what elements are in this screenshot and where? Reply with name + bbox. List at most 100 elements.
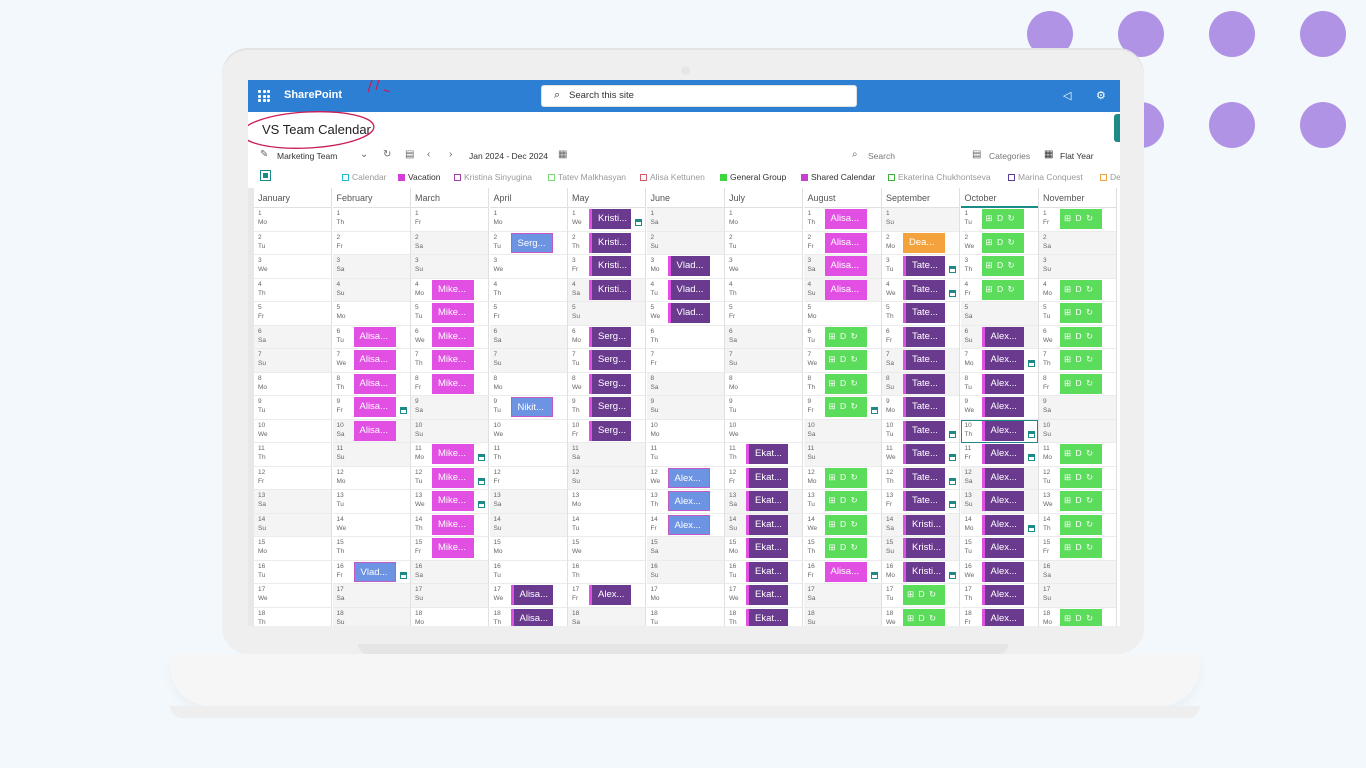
day-cell[interactable]: 7 We ⊞ D ↻ [803, 349, 881, 373]
day-cell[interactable]: 2 Tu [254, 232, 331, 255]
day-cell[interactable]: 15 Fr Mike... [411, 537, 488, 561]
recurring-event-chip[interactable]: ⊞ D ↻ [1060, 209, 1102, 229]
legend-item[interactable]: Tatev Malkhasyan [548, 172, 626, 182]
event-chip[interactable]: Ekat... [746, 538, 788, 558]
day-cell[interactable]: 9 Tu Nikit... [489, 396, 567, 420]
event-chip[interactable]: Mike... [432, 279, 474, 300]
event-chip[interactable]: Alex... [981, 397, 1024, 417]
day-cell[interactable]: 6 Sa [254, 325, 331, 349]
event-chip[interactable]: Vlad... [353, 561, 396, 582]
event-chip[interactable]: Alex... [981, 373, 1024, 394]
day-cell[interactable]: 10 Su [1039, 419, 1116, 443]
day-cell[interactable]: 3 Mo Vlad... [646, 255, 724, 279]
day-cell[interactable]: 17 Tu ⊞ D ↻ [882, 584, 959, 608]
day-cell[interactable]: 17 Sa [332, 584, 410, 608]
day-cell[interactable]: 13 Tu ⊞ D ↻ [803, 490, 881, 514]
event-chip[interactable]: Ekat... [746, 561, 788, 582]
recurring-event-chip[interactable]: ⊞ D ↻ [1060, 373, 1102, 394]
event-chip[interactable]: Alex... [981, 350, 1024, 370]
day-cell[interactable]: 6 Fr Tate... [882, 326, 959, 349]
event-chip[interactable]: Kristi... [589, 209, 631, 229]
refresh-icon[interactable]: ↻ [383, 149, 392, 160]
event-chip[interactable]: Serg... [589, 420, 631, 441]
day-cell[interactable]: 5 Tu ⊞ D ↻ [1039, 302, 1116, 326]
day-cell[interactable]: 18 Mo [411, 608, 488, 627]
day-cell[interactable]: 15 Tu Alex... [960, 537, 1038, 561]
day-cell[interactable]: 2 Fr Alisa... [803, 232, 881, 255]
day-cell[interactable]: 16 Sa [1039, 560, 1116, 584]
categories-filter[interactable]: Categories [989, 151, 1031, 161]
event-chip[interactable]: Alex... [981, 420, 1024, 441]
day-cell[interactable]: 9 We Alex... [960, 396, 1038, 420]
app-name[interactable]: SharePoint [284, 89, 343, 101]
day-cell[interactable]: 11 Mo ⊞ D ↻ [1039, 443, 1116, 467]
day-cell[interactable]: 3 Fr Kristi... [568, 255, 645, 279]
day-cell[interactable]: 3 Su [1039, 255, 1116, 279]
day-cell[interactable]: 11 Fr Alex... [960, 443, 1038, 467]
chevron-right-icon[interactable]: › [449, 149, 453, 160]
day-cell[interactable]: 12 Mo ⊞ D ↻ [803, 467, 881, 490]
recurring-event-chip[interactable]: ⊞ D ↻ [1060, 491, 1102, 511]
event-chip[interactable]: Vlad... [667, 279, 710, 300]
day-cell[interactable]: 16 Sa [411, 560, 488, 584]
event-chip[interactable]: Serg... [589, 397, 631, 417]
recurring-event-chip[interactable]: ⊞ D ↻ [824, 514, 867, 535]
event-chip[interactable]: Ekat... [746, 514, 788, 535]
month-header[interactable]: June [646, 188, 724, 208]
day-cell[interactable]: 15 Mo [254, 537, 331, 561]
event-chip[interactable]: Alex... [589, 585, 631, 605]
day-cell[interactable]: 18 Su [332, 607, 410, 626]
day-cell[interactable]: 6 Mo Serg... [568, 326, 645, 349]
day-cell[interactable]: 12 Fr Ekat... [725, 467, 802, 490]
day-cell[interactable]: 6 Th [646, 326, 724, 349]
day-cell[interactable]: 3 We [725, 255, 802, 279]
event-chip[interactable]: Dea... [903, 232, 945, 253]
day-cell[interactable]: 4 Fr ⊞ D ↻ [960, 279, 1038, 302]
day-cell[interactable]: 1 Fr ⊞ D ↻ [1039, 208, 1116, 232]
legend-item[interactable]: Calendar [342, 172, 387, 182]
day-cell[interactable]: 5 Sa [960, 302, 1038, 326]
day-cell[interactable]: 11 Th Ekat... [725, 443, 802, 467]
calendar-icon[interactable]: ▦ [558, 149, 568, 160]
day-cell[interactable]: 5 Su [568, 302, 645, 326]
event-chip[interactable]: Alisa... [824, 279, 867, 300]
day-cell[interactable]: 13 Su Alex... [960, 490, 1038, 514]
day-cell[interactable]: 6 Tu ⊞ D ↻ [803, 326, 881, 349]
legend-item[interactable]: Kristina Sinyugina [454, 172, 532, 182]
day-cell[interactable]: 7 Sa Tate... [882, 349, 959, 373]
day-cell[interactable]: 2 Fr [332, 232, 410, 255]
event-chip[interactable]: Tate... [903, 444, 945, 464]
event-chip[interactable]: Alex... [981, 585, 1024, 605]
day-cell[interactable]: 13 Tu [332, 490, 410, 514]
event-chip[interactable]: Mike... [432, 373, 474, 394]
event-chip[interactable]: Tate... [903, 467, 945, 488]
day-cell[interactable]: 11 Tu [646, 443, 724, 467]
day-cell[interactable]: 10 Sa Alisa... [332, 419, 410, 443]
day-cell[interactable]: 8 Sa [646, 372, 724, 396]
day-cell[interactable]: 14 Su Ekat... [725, 513, 802, 537]
day-cell[interactable]: 17 Su [411, 584, 488, 608]
event-chip[interactable]: Kristi... [903, 514, 945, 535]
day-cell[interactable]: 5 We Vlad... [646, 302, 724, 326]
day-cell[interactable]: 6 We Mike... [411, 326, 488, 349]
event-chip[interactable]: Ekat... [746, 467, 788, 488]
recurring-event-chip[interactable]: ⊞ D ↻ [824, 491, 867, 511]
legend-item[interactable]: Vacation [398, 172, 440, 182]
day-cell[interactable]: 18 Fr Alex... [961, 608, 1038, 626]
day-cell[interactable]: 1 Su [882, 208, 959, 232]
day-cell[interactable]: 2 Tu Serg... [489, 232, 567, 255]
event-chip[interactable]: Alex... [667, 491, 710, 511]
event-chip[interactable]: Mike... [432, 444, 474, 464]
day-cell[interactable]: 1 Mo [489, 208, 567, 232]
event-chip[interactable]: Alisa... [353, 350, 396, 370]
day-cell[interactable]: 14 Th Mike... [411, 514, 488, 537]
day-cell[interactable]: 10 We [725, 420, 802, 443]
recurring-event-chip[interactable]: ⊞ D ↻ [1060, 350, 1102, 370]
day-cell[interactable]: 16 Th [568, 561, 645, 584]
month-header[interactable]: July [725, 188, 802, 208]
day-cell[interactable]: 15 Mo Ekat... [725, 537, 802, 561]
event-chip[interactable]: Alex... [981, 467, 1024, 488]
recurring-event-chip[interactable]: ⊞ D ↻ [824, 397, 867, 417]
day-cell[interactable]: 14 We [332, 514, 410, 537]
recurring-event-chip[interactable]: ⊞ D ↻ [903, 608, 945, 626]
